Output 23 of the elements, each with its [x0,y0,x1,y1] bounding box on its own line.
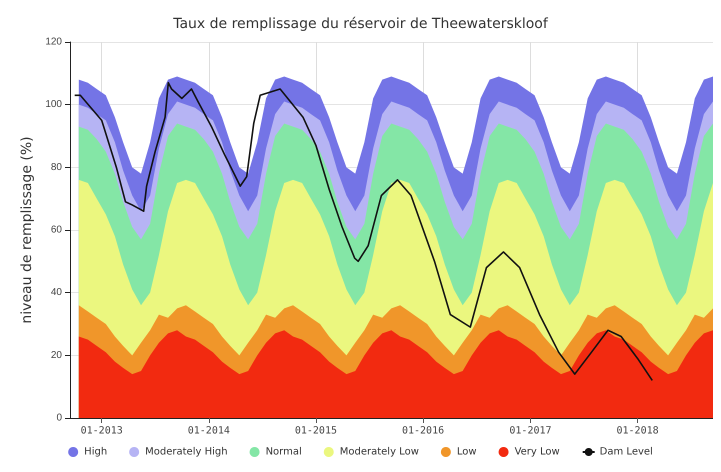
y-tick-label: 60 [50,224,62,236]
legend-label: Low [456,446,477,458]
y-tick-label: 100 [45,99,62,110]
y-tick-label: 0 [56,412,62,424]
legend-label: Normal [266,446,302,458]
legend-label: Moderately High [145,446,228,458]
y-tick-label: 20 [50,350,62,361]
x-tick-label: 01-2015 [294,426,338,436]
x-tick-label: 01-2018 [616,426,659,436]
chart-title: Taux de remplissage du réservoir de Theewaterskloof [172,16,549,32]
x-tick-label: 01-2013 [80,426,123,436]
line-series [74,82,654,382]
y-axis-title: niveau de remplissage (%) [19,136,35,324]
legend-label: Very Low [514,446,560,458]
y-tick-label: 40 [50,287,62,298]
legend-label: Dam Level [600,446,653,458]
y-tick-label: 80 [50,162,62,173]
x-tick-label: 01-2016 [402,426,444,436]
legend-label: Moderately Low [340,446,419,458]
legend-label: High [84,446,108,458]
x-tick-label: 01-2014 [188,426,230,436]
x-tick-label: 01-2017 [509,426,552,436]
y-tick-label: 120 [45,36,62,48]
